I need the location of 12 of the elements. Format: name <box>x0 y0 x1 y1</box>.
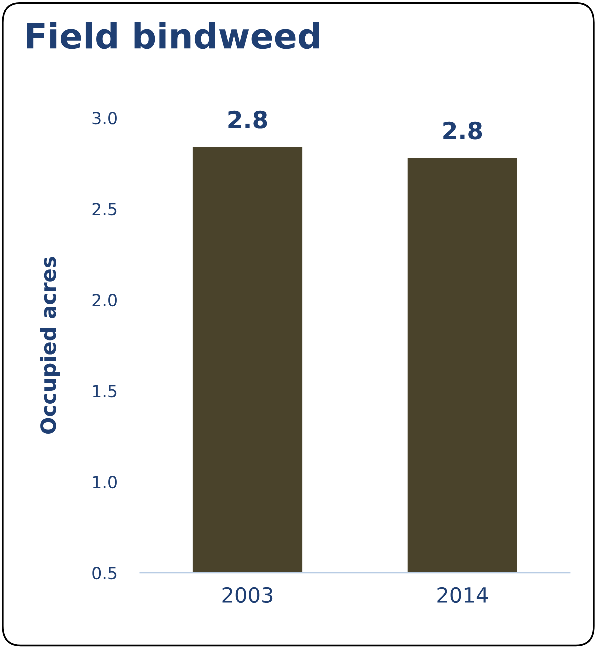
y-axis-title: Occupied acres <box>40 257 60 434</box>
x-tick-label: 2014 <box>438 587 488 604</box>
x-tick-label: 2003 <box>222 587 273 604</box>
y-tick-label: 2.5 <box>92 203 117 216</box>
y-tick-label: 1.0 <box>93 476 117 489</box>
chart-title: Field bindweed <box>27 22 320 50</box>
y-tick-label: 0.5 <box>92 567 117 580</box>
data-label: 2.8 <box>228 110 268 129</box>
y-tick-label: 3.0 <box>92 112 117 125</box>
y-tick-label: 1.5 <box>93 385 117 398</box>
y-tick-label: 2.0 <box>92 294 117 307</box>
data-label: 2.8 <box>444 122 482 140</box>
